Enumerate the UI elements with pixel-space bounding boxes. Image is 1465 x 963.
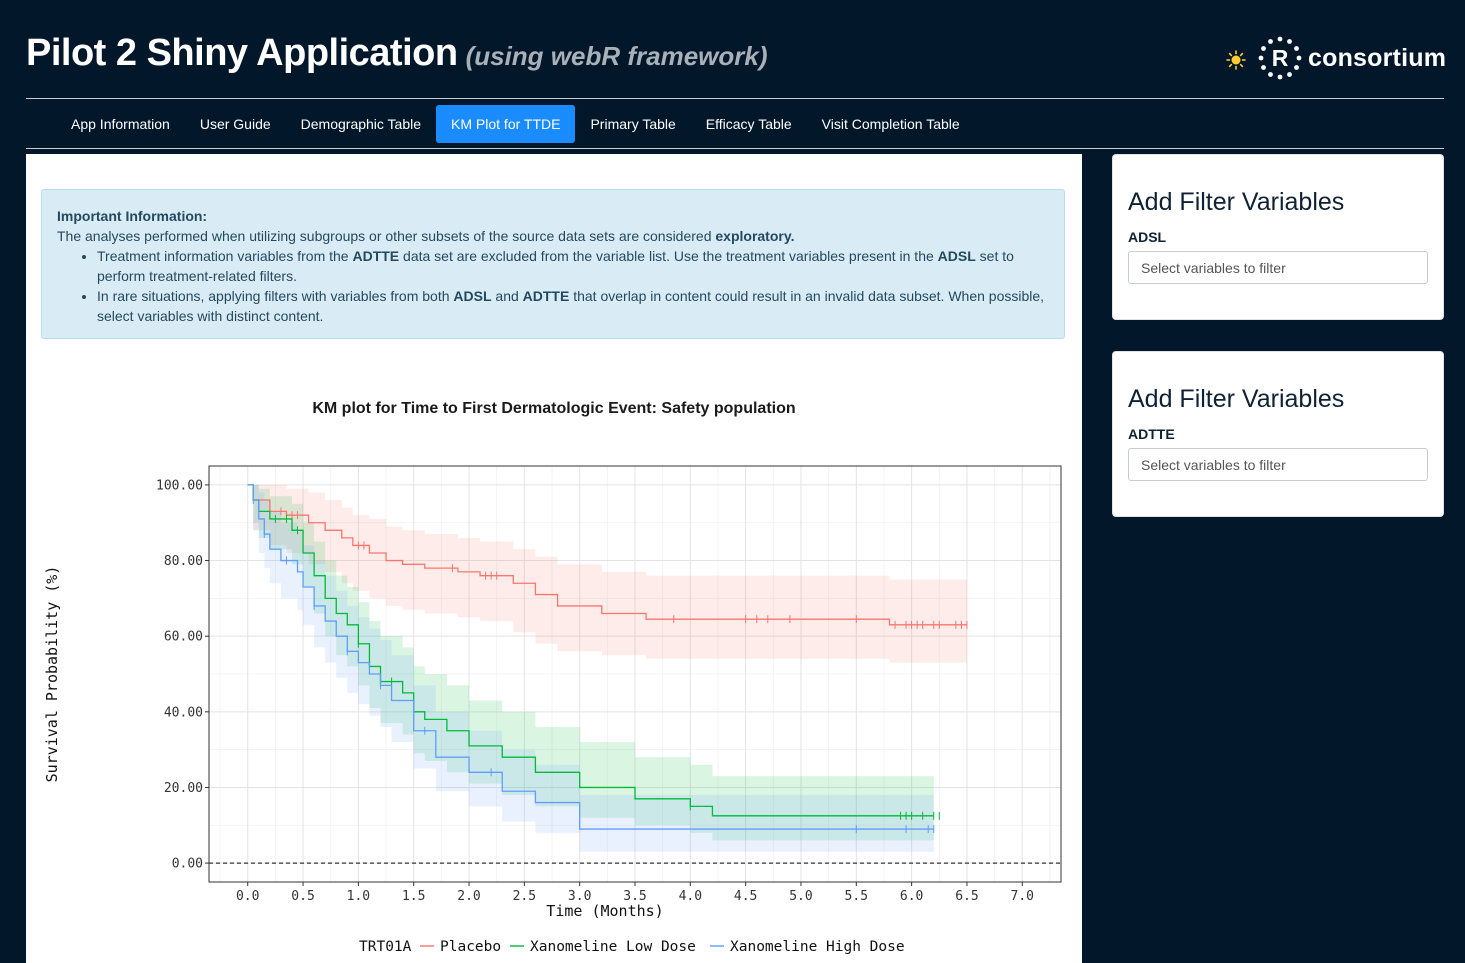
tab-user-guide[interactable]: User Guide [199, 116, 271, 132]
info-bold: ADSL [937, 248, 976, 264]
legend-label: Xanomeline High Dose [730, 939, 905, 955]
x-tick-label: 2.5 [513, 889, 536, 904]
x-tick-label: 1.5 [402, 889, 425, 904]
ci-band-placebo [247, 484, 967, 663]
y-tick-label: 20.00 [164, 781, 203, 796]
main-nav: App Information User Guide Demographic Tab… [26, 105, 975, 143]
km-line-xanomeline-high-dose [247, 484, 934, 830]
nav-divider [26, 148, 1444, 149]
x-tick-label: 3.5 [623, 889, 646, 904]
filter-card-title: Add Filter Variables [1128, 188, 1345, 216]
info-bold: ADSL [453, 288, 492, 304]
filter-dataset-label: ADSL [1128, 229, 1167, 245]
r-consortium-logo: R consortium [1258, 36, 1446, 80]
adtte-filter-card: Add Filter Variables ADTTE Select variab… [1112, 351, 1444, 517]
info-bold: ADTTE [522, 288, 570, 304]
tab-app-information[interactable]: App Information [71, 116, 170, 132]
info-text: that overlap in content could result in … [97, 288, 1045, 324]
y-tick-label: 0.00 [172, 857, 203, 872]
title-text: Pilot 2 Shiny Application [26, 32, 458, 74]
info-list: Treatment information variables from the… [57, 246, 1049, 326]
x-tick-label: 4.0 [679, 889, 702, 904]
tab-km-plot-for-ttde[interactable]: KM Plot for TTDE [436, 105, 576, 143]
header-divider [26, 98, 1444, 99]
plot-title: KM plot for Time to First Dermatologic E… [312, 400, 796, 417]
x-axis-label: Time (Months) [546, 902, 663, 920]
info-text: and [491, 288, 523, 304]
info-bold: ADTTE [352, 248, 400, 264]
ci-band-xanomeline-high-dose [247, 484, 934, 852]
tab-primary-table[interactable]: Primary Table [590, 116, 676, 132]
km-plot: 0.0 0.5 1.0 1.5 2.0 2.5 3.0 3.5 4.0 4.5 5.0 5.5 6.0 6… [43, 465, 1062, 955]
tab-efficacy-table[interactable]: Efficacy Table [705, 116, 792, 132]
info-text: In rare situations, applying filters wit… [97, 288, 454, 304]
info-text: The analyses performed when utilizing su… [57, 228, 716, 244]
sun-icon[interactable] [1226, 50, 1246, 70]
legend-title: TRT01A [359, 939, 412, 955]
y-tick-label: 80.00 [164, 554, 203, 569]
info-heading: Important Information: [57, 208, 208, 224]
y-tick-label: 40.00 [164, 705, 203, 720]
app-header: Pilot 2 Shiny Application (using webR fra… [26, 30, 1446, 90]
y-tick-label: 60.00 [164, 630, 203, 645]
info-bullet: In rare situations, applying filters wit… [97, 286, 1049, 326]
y-tick-label: 100.00 [156, 478, 203, 493]
main-panel: Important Information: The analyses perf… [26, 154, 1082, 963]
tab-visit-completion-table[interactable]: Visit Completion Table [821, 116, 960, 132]
r-logo-icon: R [1258, 36, 1302, 80]
plot-border [208, 465, 1062, 883]
x-tick-label: 5.0 [789, 889, 812, 904]
x-tick-label: 5.5 [845, 889, 868, 904]
x-tick-label: 1.0 [347, 889, 370, 904]
adtte-filter-select[interactable]: Select variables to filter [1128, 448, 1428, 481]
page-title: Pilot 2 Shiny Application (using webR fra… [26, 32, 768, 75]
x-tick-label: 4.5 [734, 889, 757, 904]
adsl-filter-card: Add Filter Variables ADSL Select variabl… [1112, 154, 1444, 320]
x-tick-label: 7.0 [1011, 889, 1034, 904]
ci-band-xanomeline-low-dose [247, 484, 934, 841]
adsl-filter-select[interactable]: Select variables to filter [1128, 251, 1428, 284]
page-subtitle: (using webR framework) [465, 41, 768, 71]
x-tick-label: 0.0 [236, 889, 259, 904]
y-axis-label: Survival Probability (%) [43, 566, 61, 783]
important-info-box: Important Information: The analyses perf… [41, 189, 1065, 339]
logo-text: consortium [1308, 43, 1447, 72]
filter-dataset-label: ADTTE [1128, 426, 1175, 442]
x-tick-label: 3.0 [568, 889, 591, 904]
svg-text:R: R [1272, 45, 1289, 71]
info-text: data set are excluded from the variable … [399, 248, 938, 264]
legend-label: Xanomeline Low Dose [530, 939, 696, 955]
info-bold: exploratory. [715, 228, 795, 244]
x-tick-label: 6.0 [900, 889, 923, 904]
filter-card-title: Add Filter Variables [1128, 385, 1345, 413]
info-line: The analyses performed when utilizing su… [57, 226, 1049, 246]
tab-demographic-table[interactable]: Demographic Table [300, 116, 422, 132]
info-text: Treatment information variables from the [97, 248, 353, 264]
x-tick-label: 0.5 [291, 889, 314, 904]
info-text: set to perform treatment-related filters… [97, 248, 1014, 284]
x-tick-label: 2.0 [457, 889, 480, 904]
info-bullet: Treatment information variables from the… [97, 246, 1049, 286]
legend-label: Placebo [440, 939, 501, 955]
x-tick-label: 6.5 [955, 889, 978, 904]
